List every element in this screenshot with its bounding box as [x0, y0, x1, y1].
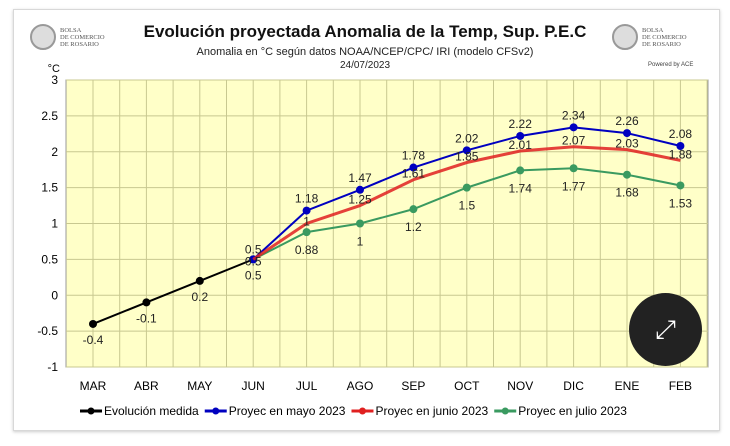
y-tick-label: -1 — [47, 360, 58, 374]
expand-arrows-icon: ⤢ — [655, 313, 676, 344]
seal-icon — [612, 24, 638, 50]
data-label: 1.85 — [455, 150, 479, 164]
legend-label: Proyec en julio 2023 — [518, 404, 627, 418]
data-label: -0.1 — [136, 311, 157, 325]
data-label: 1.18 — [295, 192, 319, 206]
legend-label: Evolución medida — [104, 404, 199, 418]
data-label: 2.34 — [562, 108, 586, 122]
data-point — [302, 206, 311, 215]
chart-date: 24/07/2023 — [339, 60, 391, 71]
y-tick-label: 2.5 — [41, 109, 58, 123]
data-label: 2.01 — [509, 138, 533, 152]
x-tick-label: JUN — [242, 379, 265, 393]
seal-icon — [30, 24, 56, 50]
data-label: 1.53 — [669, 196, 693, 210]
data-point — [195, 276, 204, 285]
data-point — [356, 219, 364, 228]
data-label: 0.5 — [245, 268, 262, 282]
x-tick-label: JUL — [296, 379, 318, 393]
data-label: 2.02 — [455, 131, 479, 145]
y-axis-label: °C — [48, 63, 60, 75]
expand-button[interactable]: ⤢ — [629, 293, 702, 366]
x-tick-label: MAR — [80, 379, 107, 393]
logo-right: BOLSA DE COMERCIO DE ROSARIO — [612, 24, 694, 50]
x-tick-label: DIC — [563, 379, 584, 393]
series-line — [92, 258, 254, 325]
data-point — [356, 185, 364, 194]
data-label: 2.26 — [615, 114, 639, 128]
data-label: 0.5 — [245, 254, 262, 268]
legend-label: Proyec en junio 2023 — [375, 404, 488, 418]
data-label: 2.08 — [669, 127, 693, 141]
data-point — [516, 131, 525, 140]
data-point — [142, 298, 151, 307]
data-label: 1 — [303, 215, 310, 229]
data-label: 1.2 — [405, 220, 422, 234]
data-point — [302, 228, 311, 237]
data-point — [569, 123, 578, 132]
logo-left: BOLSA DE COMERCIO DE ROSARIO — [30, 24, 112, 50]
x-tick-label: MAY — [187, 379, 212, 393]
y-tick-label: 3 — [51, 73, 58, 87]
x-tick-label: FEB — [669, 379, 692, 393]
x-tick-label: AGO — [347, 379, 374, 393]
data-point — [569, 164, 578, 173]
data-point — [623, 129, 631, 138]
data-label: 0.88 — [295, 243, 319, 257]
x-tick-label: ENE — [615, 379, 640, 393]
data-label: 1.61 — [402, 167, 426, 181]
y-tick-label: 1 — [51, 217, 58, 231]
data-point — [462, 146, 471, 155]
data-label: 1.25 — [348, 193, 372, 207]
data-label: 2.07 — [562, 134, 586, 148]
x-tick-label: ABR — [134, 379, 159, 393]
data-label: 2.22 — [509, 117, 533, 131]
chart-subtitle: Anomalia en °C según datos NOAA/NCEP/CPC… — [196, 46, 534, 58]
data-point — [89, 319, 97, 328]
data-point — [462, 183, 471, 192]
data-point — [516, 166, 525, 175]
x-tick-label: OCT — [454, 379, 480, 393]
data-label: 1.77 — [562, 179, 586, 193]
data-label: -0.4 — [83, 333, 104, 347]
legend-marker — [358, 407, 366, 415]
legend-marker — [87, 407, 95, 415]
data-point — [409, 205, 418, 214]
y-tick-label: 0.5 — [41, 252, 58, 266]
data-point — [676, 181, 685, 190]
x-tick-label: SEP — [401, 379, 425, 393]
legend-label: Proyec en mayo 2023 — [229, 404, 346, 418]
data-label: 1.74 — [509, 181, 533, 195]
chart-title: Evolución proyectada Anomalia de la Temp… — [143, 22, 587, 41]
data-label: 1.88 — [669, 147, 693, 161]
data-label: 0.5 — [245, 242, 262, 256]
legend-marker — [501, 407, 509, 415]
series-line — [252, 145, 681, 261]
y-tick-label: 2 — [51, 145, 58, 159]
data-label: 1.5 — [458, 199, 475, 213]
data-label: 1 — [357, 235, 364, 249]
y-tick-label: 0 — [51, 288, 58, 302]
data-point — [409, 163, 418, 172]
legend-marker — [212, 407, 220, 415]
y-tick-label: -0.5 — [37, 324, 58, 338]
data-label: 1.78 — [402, 149, 426, 163]
data-label: 1.68 — [615, 186, 639, 200]
data-point — [676, 142, 685, 151]
powered-by: Powered by ACE — [648, 62, 694, 68]
x-tick-label: NOV — [507, 379, 533, 393]
y-tick-label: 1.5 — [41, 181, 58, 195]
data-label: 1.47 — [348, 171, 372, 185]
data-point — [623, 170, 631, 179]
data-label: 0.2 — [191, 290, 208, 304]
data-label: 2.03 — [615, 137, 639, 151]
